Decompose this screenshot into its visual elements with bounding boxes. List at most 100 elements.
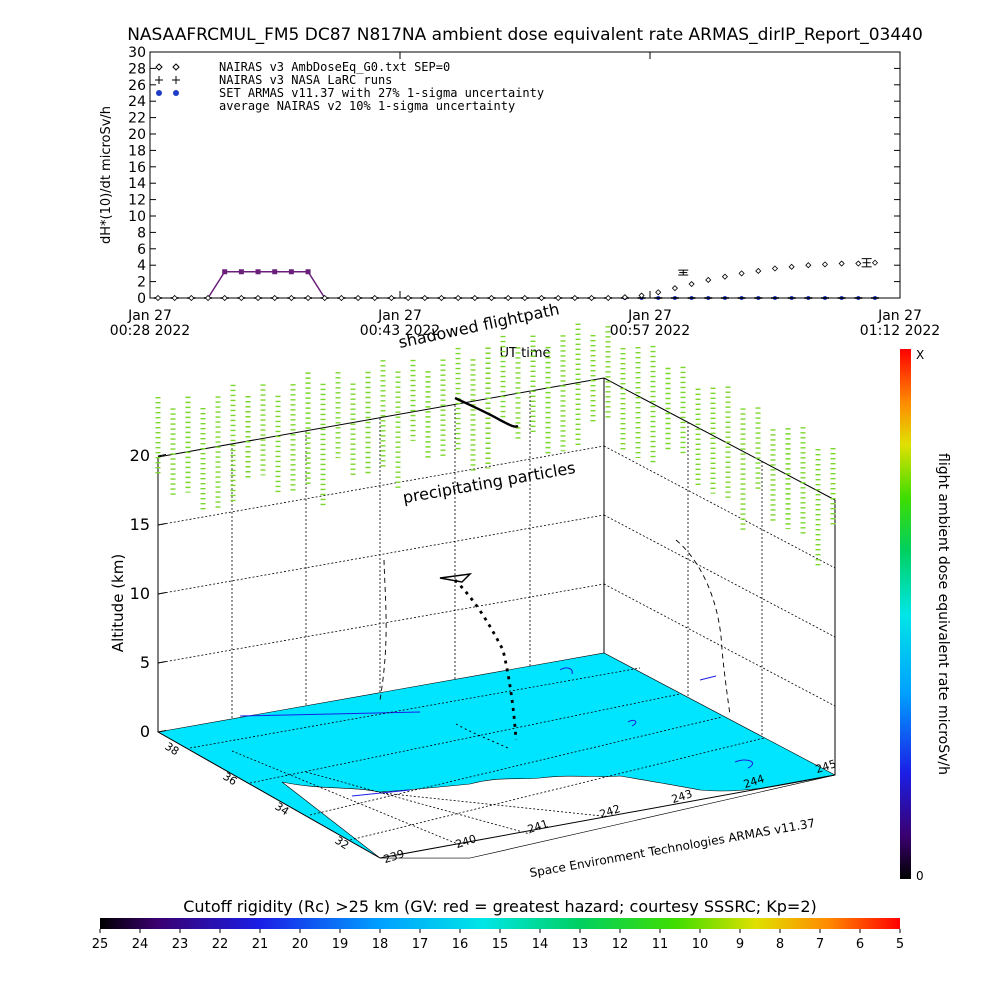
- series-nairas-v3-point: [821, 261, 829, 268]
- series-nairas-v3-point: [505, 294, 512, 302]
- series-nairas-v2-point: [305, 269, 311, 275]
- series-nairas-v3-point: [171, 294, 178, 302]
- series-nairas-v3-point: [221, 294, 228, 302]
- altitude-tick-label: 10: [130, 584, 150, 603]
- rigidity-tick-label: 8: [776, 937, 784, 952]
- altitude-tick: [157, 661, 167, 664]
- series-nairas-v3-point: [621, 294, 628, 301]
- series-nairas-v3-point: [321, 294, 328, 302]
- series-nairas-v2-point: [222, 269, 228, 275]
- rigidity-tick-label: 9: [736, 937, 744, 952]
- y-tick-label: 4: [137, 258, 146, 274]
- rigidity-tick-label: 11: [652, 937, 669, 952]
- y-tick-label: 26: [128, 78, 146, 94]
- rigidity-tick-label: 5: [896, 937, 904, 952]
- series-nairas-v2-point: [272, 269, 278, 275]
- precipitating-particles-label: precipitating particles: [401, 458, 577, 507]
- legend-entry: SET ARMAS v11.37 with 27% 1-sigma uncert…: [219, 86, 544, 100]
- altitude-tick: [157, 454, 167, 457]
- series-nairas-v3-point: [488, 294, 495, 302]
- rigidity-tick-label: 12: [612, 937, 629, 952]
- rigidity-tick-label: 15: [492, 937, 509, 952]
- altitude-tick: [157, 592, 167, 595]
- y-tick-label: 18: [128, 143, 146, 159]
- series-nairas-v3-point: [805, 262, 812, 269]
- latitude-tick-label: 38: [162, 740, 181, 758]
- longitude-tick-label: 239: [382, 847, 406, 866]
- series-nairas-v3-point: [371, 294, 378, 302]
- legend-symbol-dot: [156, 90, 162, 96]
- latitude-ticks: 32 34 36 38: [162, 740, 351, 852]
- rigidity-tick-label: 21: [252, 937, 269, 952]
- rigidity-tick-label: 10: [692, 937, 709, 952]
- series-nairas-v3-point: [188, 294, 195, 302]
- x-tick-label-date: Jan 27: [127, 308, 172, 324]
- series-nairas-v3-point: [788, 263, 795, 270]
- y-tick-label: 0: [137, 291, 146, 307]
- latitude-tick-label: 34: [272, 800, 291, 818]
- x-axis-label: UT time: [500, 346, 551, 361]
- coastline: [281, 774, 836, 859]
- series-nairas-v3-point: [555, 294, 562, 302]
- longitude-tick-label: 245: [814, 757, 838, 776]
- y-tick-label: 14: [128, 176, 146, 192]
- rigidity-ticks: 25 24 23 22 21 20 19 18 17 16 15 14 13 12 11 10 9 8 7 6 5: [92, 929, 904, 952]
- rigidity-tick-label: 23: [172, 937, 189, 952]
- x-tick-label-date: Jan 27: [877, 308, 922, 324]
- legend-entry: NAIRAS v3 NASA LaRC runs: [219, 73, 392, 87]
- floor-axes: [157, 731, 836, 859]
- longitude-tick-label: 244: [742, 772, 766, 791]
- chart-title: NASAAFRCMUL_FM5 DC87 N817NA ambient dose…: [127, 25, 923, 45]
- y-tick-label: 20: [128, 127, 146, 143]
- longitude-ticks: 239 240 241 242 243 244 245: [382, 757, 838, 866]
- series-nairas-v3-point: [455, 294, 462, 302]
- rigidity-label: Cutoff rigidity (Rc) >25 km (GV: red = g…: [183, 897, 817, 916]
- terrain-contours: [239, 667, 754, 797]
- series-layer: [154, 258, 879, 302]
- dose-colorbar: [900, 349, 911, 879]
- rigidity-tick-label: 19: [332, 937, 349, 952]
- y-axis-label: dH*(10)/dt microSv/h: [99, 106, 114, 244]
- altitude-tick: [157, 523, 167, 526]
- longitude-tick-label: 243: [670, 787, 694, 806]
- x-tick-label-time: 00:28 2022: [110, 323, 190, 339]
- colorbar-label: flight ambient dose equivalent rate micr…: [935, 453, 951, 775]
- rigidity-tick-label: 6: [856, 937, 864, 952]
- series-nairas-v3-point: [638, 292, 645, 299]
- rigidity-bar: [100, 918, 900, 929]
- rigidity-tick-label: 14: [532, 937, 549, 952]
- series-nairas-v3-point: [355, 294, 362, 302]
- series-nairas-v3-point: [705, 276, 712, 284]
- series-nairas-v3-point: [538, 294, 545, 302]
- y-tick-label: 2: [137, 275, 146, 291]
- series-nairas-v3-point: [305, 294, 312, 302]
- series-nairas-v3-point: [154, 294, 162, 302]
- series-nairas-v3-point: [521, 294, 528, 302]
- x-tick-label-time: 00:57 2022: [610, 323, 690, 339]
- series-nairas-v3-point: [838, 260, 845, 267]
- x-tick-label-time: 01:12 2022: [860, 323, 940, 339]
- series-nairas-v3-point: [688, 280, 695, 288]
- altitude-ticks: 0 5 10 15 20: [130, 446, 167, 741]
- series-nairas-v3-point: [605, 294, 612, 302]
- series-nairas-v2-point: [238, 269, 244, 275]
- rigidity-tick-label: 17: [412, 937, 429, 952]
- series-nairas-v3-point: [721, 273, 728, 280]
- rigidity-tick-label: 13: [572, 937, 589, 952]
- precipitating-particles: [155, 323, 836, 567]
- altitude-tick-label: 20: [130, 446, 150, 465]
- series-nairas-v3-point: [271, 294, 278, 302]
- series-nairas-v3-point: [755, 267, 762, 275]
- rigidity-tick-label: 25: [92, 937, 109, 952]
- series-nairas-v3-point: [588, 294, 595, 302]
- series-nairas-v3-point: [655, 289, 662, 296]
- altitude-tick-label: 5: [140, 653, 150, 672]
- legend-entry: NAIRAS v3 AmbDoseEq_G0.txt SEP=0: [219, 60, 450, 74]
- y-tick-label: 6: [137, 242, 146, 258]
- series-nairas-v3-point: [438, 294, 445, 302]
